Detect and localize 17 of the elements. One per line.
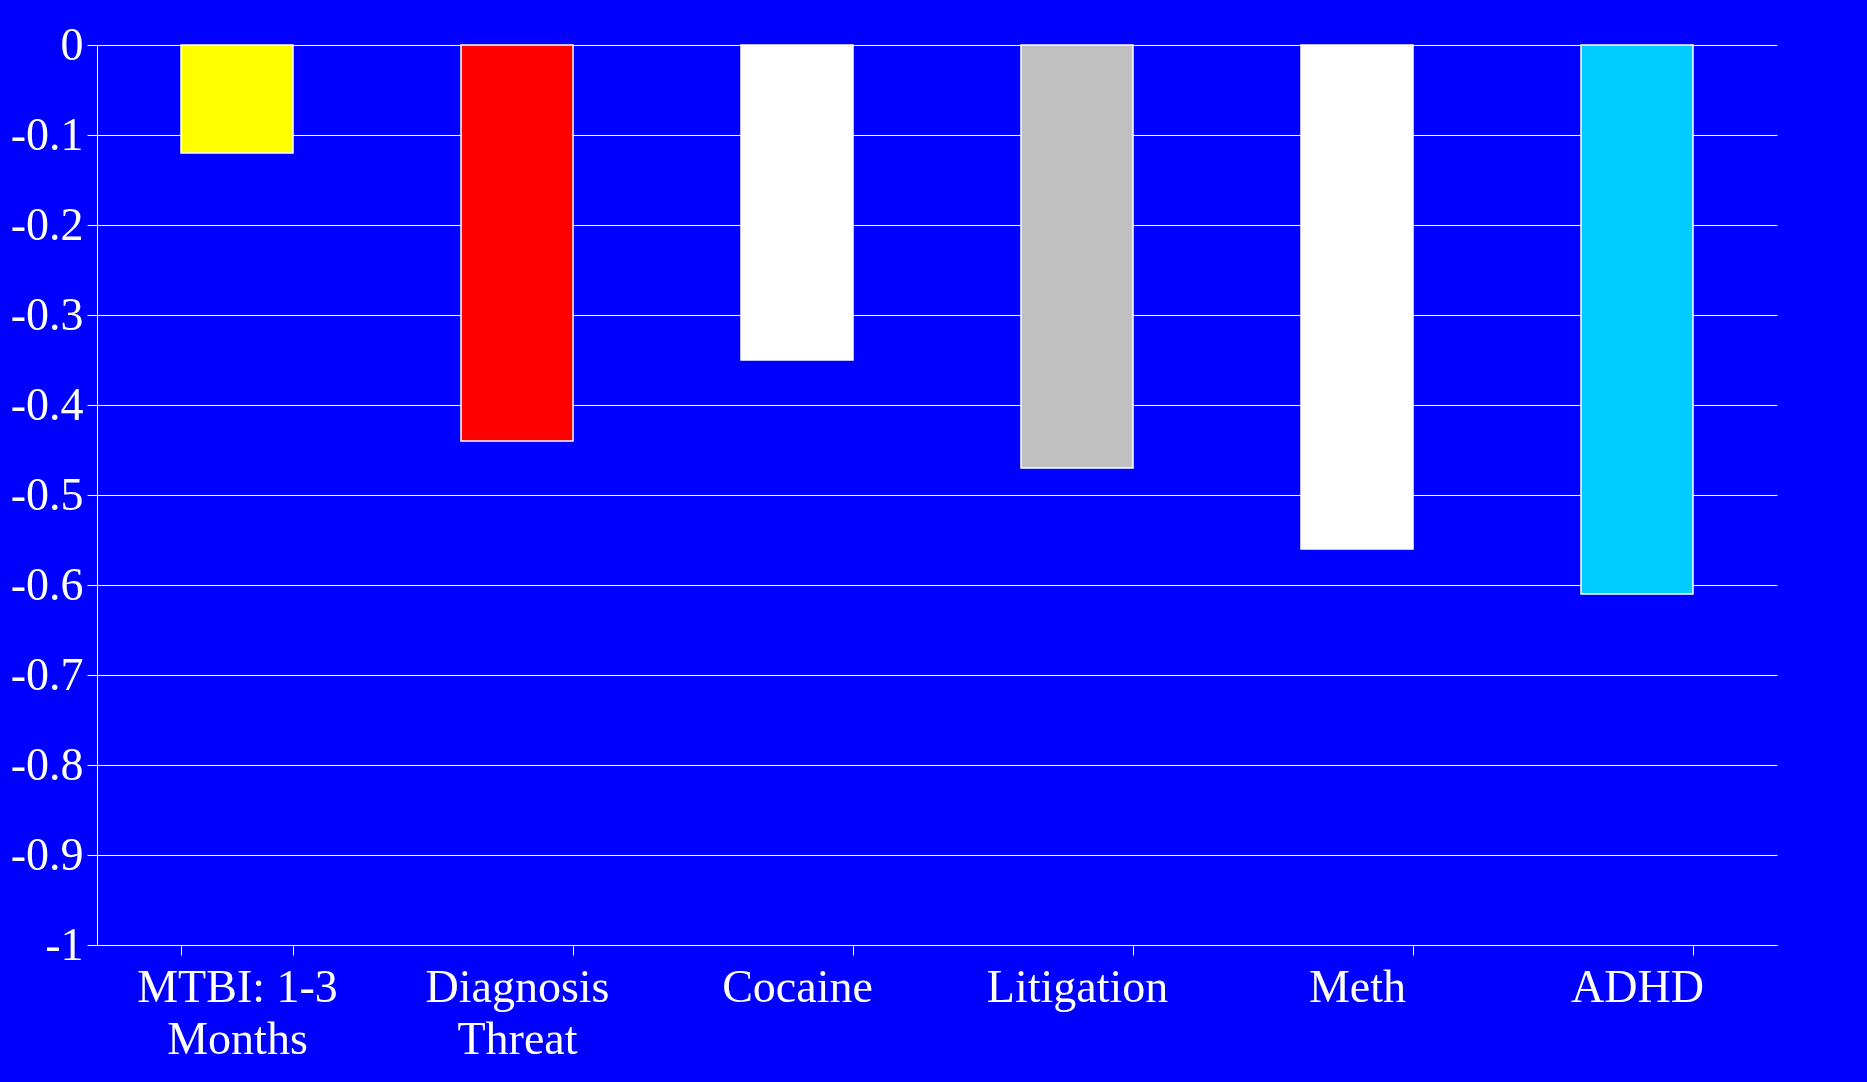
y-tick-label: -0.3 xyxy=(10,288,84,340)
y-tick-label: -0.1 xyxy=(10,108,84,160)
y-tick-label: -0.6 xyxy=(10,558,84,610)
y-tick-label: -0.9 xyxy=(10,828,84,880)
y-tick-label: -0.4 xyxy=(10,378,84,430)
x-tick-label: Litigation xyxy=(986,960,1169,1012)
x-tick-label: Diagnosis Threat xyxy=(425,960,610,1064)
y-tick-label: -0.2 xyxy=(10,198,84,250)
y-tick-label: -0.8 xyxy=(10,738,84,790)
x-tick-label: ADHD xyxy=(1571,960,1704,1012)
x-tick-label: Cocaine xyxy=(722,960,873,1012)
y-tick-label: -0.7 xyxy=(10,648,84,700)
y-tick-label: -0.5 xyxy=(10,468,84,520)
y-tick-label: -1 xyxy=(45,918,84,970)
x-tick-label: MTBI: 1-3 Months xyxy=(137,960,338,1064)
y-tick-label: 0 xyxy=(60,18,84,70)
x-tick-label: Meth xyxy=(1308,960,1407,1012)
